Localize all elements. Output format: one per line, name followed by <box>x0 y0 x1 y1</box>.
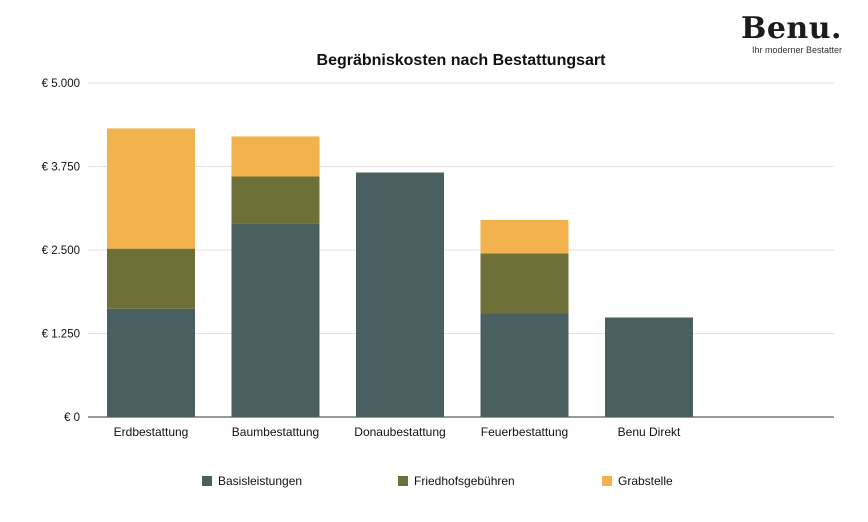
legend-swatch <box>202 476 212 486</box>
y-tick-label: € 3.750 <box>42 162 80 174</box>
bar-segment <box>231 176 320 224</box>
x-axis: Erdbestattung Baumbestattung Donaubestattu… <box>114 425 681 439</box>
bar-segment <box>356 172 444 417</box>
y-tick-label: € 5.000 <box>42 78 80 90</box>
brand-logo: Benu. Ihr moderner Bestatter <box>702 11 842 56</box>
x-tick-label: Feuerbestattung <box>481 425 568 439</box>
bar-segment <box>480 253 569 314</box>
legend-label: Grabstelle <box>618 474 673 488</box>
x-tick-label: Erdbestattung <box>114 425 189 439</box>
y-axis: € 0 € 1.250 € 2.500 € 3.750 € 5.000 <box>42 78 80 424</box>
logo-tagline: Ihr moderner Bestatter <box>751 45 842 55</box>
bar-segment <box>231 223 320 417</box>
logo-wordmark: Benu. <box>740 11 842 46</box>
legend: Basisleistungen Friedhofsgebühren Grabstel… <box>202 474 673 488</box>
chart-title: Begräbniskosten nach Bestattungsart <box>317 52 607 69</box>
legend-item: Grabstelle <box>602 474 673 488</box>
bar-segment <box>107 248 195 309</box>
bar-segment <box>605 317 693 417</box>
legend-item: Friedhofsgebühren <box>398 474 515 488</box>
legend-swatch <box>398 476 408 486</box>
bars <box>107 128 693 417</box>
legend-label: Basisleistungen <box>218 474 302 488</box>
bar-segment <box>480 219 569 254</box>
y-tick-label: € 0 <box>64 412 80 424</box>
legend-item: Basisleistungen <box>202 474 302 488</box>
bar-segment <box>231 136 320 177</box>
y-tick-label: € 1.250 <box>42 329 80 341</box>
y-tick-label: € 2.500 <box>42 245 80 257</box>
bar-segment <box>107 128 195 249</box>
bar-segment <box>480 313 569 417</box>
x-tick-label: Baumbestattung <box>232 425 319 439</box>
gridlines <box>88 82 834 418</box>
legend-swatch <box>602 476 612 486</box>
x-tick-label: Donaubestattung <box>354 425 445 439</box>
bar-segment <box>107 308 195 417</box>
legend-label: Friedhofsgebühren <box>414 474 515 488</box>
x-tick-label: Benu Direkt <box>618 425 681 439</box>
